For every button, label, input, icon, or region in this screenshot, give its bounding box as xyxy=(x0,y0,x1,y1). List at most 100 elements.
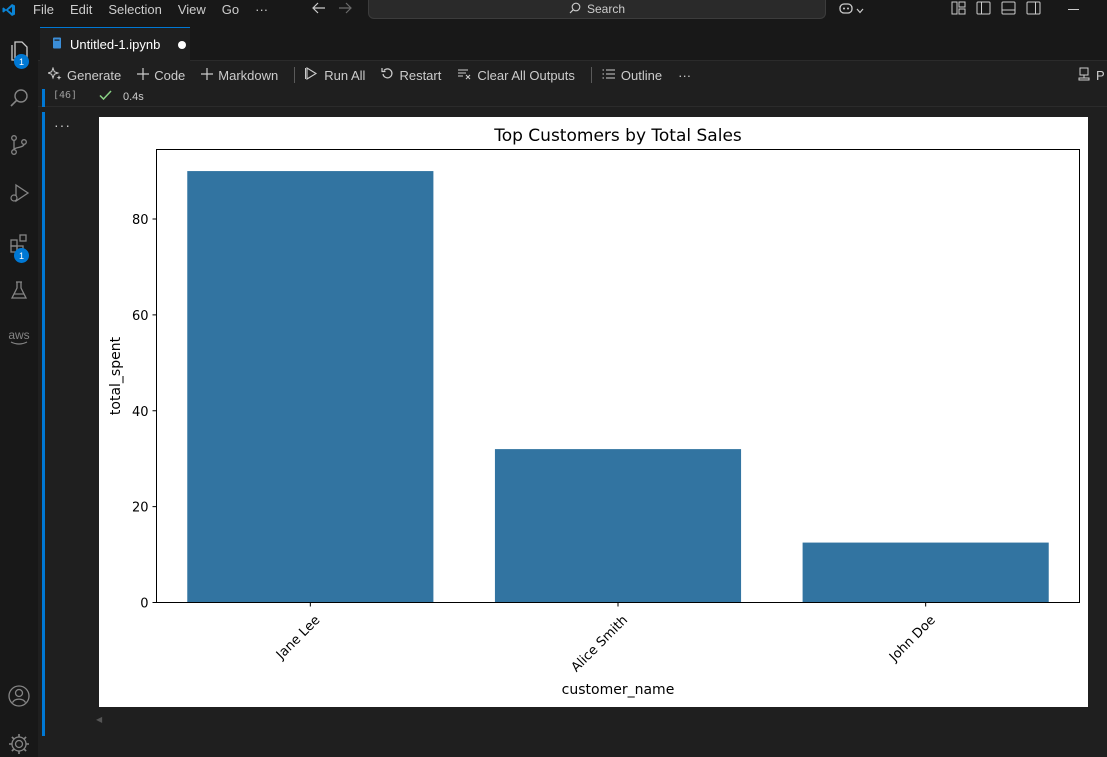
x-axis-ticks: Jane Lee Alice Smith John Doe xyxy=(273,602,939,675)
y-tick-label: 0 xyxy=(140,597,148,612)
layout-controls xyxy=(951,1,1041,18)
horizontal-scroll-left-icon[interactable]: ◀ xyxy=(96,715,103,724)
menu-view[interactable]: View xyxy=(177,2,206,17)
copilot-menu[interactable] xyxy=(838,1,864,18)
explorer-button[interactable]: 1 xyxy=(0,31,38,71)
restart-button[interactable]: Restart xyxy=(381,67,449,83)
search-icon xyxy=(569,2,581,17)
x-tick-label: Jane Lee xyxy=(273,613,323,663)
tab-untitled-notebook[interactable]: Untitled-1.ipynb xyxy=(40,27,190,61)
bar-john-doe xyxy=(802,542,1049,603)
extensions-badge: 1 xyxy=(14,248,29,263)
clear-all-outputs-button[interactable]: Clear All Outputs xyxy=(457,68,583,83)
menu-edit[interactable]: Edit xyxy=(69,2,93,17)
outline-button[interactable]: Outline xyxy=(602,68,670,83)
execution-duration: 0.4s xyxy=(123,91,144,103)
outline-label: Outline xyxy=(620,67,663,83)
bar-jane-lee xyxy=(187,171,434,603)
extensions-button[interactable]: 1 xyxy=(0,224,38,264)
clear-all-icon xyxy=(457,68,472,83)
unsaved-indicator[interactable] xyxy=(178,40,187,49)
testing-button[interactable] xyxy=(0,271,38,311)
notebook-toolbar: Generate Code Markdown Run All Restart xyxy=(38,63,1107,87)
notebook-editor: Untitled-1.ipynb Generate Code Markdown xyxy=(38,19,1107,757)
toolbar-divider xyxy=(294,67,296,83)
notebook-file-icon xyxy=(52,37,62,52)
minimize-window-button[interactable] xyxy=(1068,9,1079,10)
output-focus-indicator xyxy=(42,112,45,736)
check-icon xyxy=(99,89,112,104)
source-control-button[interactable] xyxy=(0,126,38,166)
aws-icon: aws xyxy=(8,327,30,346)
tab-bar: Untitled-1.ipynb xyxy=(38,19,1107,61)
kernel-label: P xyxy=(1096,67,1105,83)
accounts-button[interactable] xyxy=(0,677,38,717)
y-tick-label: 80 xyxy=(132,213,149,228)
add-code-cell-button[interactable]: Code xyxy=(137,67,193,83)
run-all-button[interactable]: Run All xyxy=(305,67,373,83)
account-icon xyxy=(7,684,31,711)
x-tick-label: John Doe xyxy=(886,613,939,666)
chevron-down-icon xyxy=(856,2,864,17)
manage-button[interactable] xyxy=(0,725,38,757)
title-bar: File Edit Selection View Go ··· Search xyxy=(0,0,1107,19)
cell-focus-indicator xyxy=(42,89,45,107)
execution-count: [46] xyxy=(53,90,78,101)
y-tick-label: 40 xyxy=(132,405,149,420)
menu-more[interactable]: ··· xyxy=(255,2,269,17)
bars-group xyxy=(187,171,1049,603)
explorer-badge: 1 xyxy=(14,54,29,69)
tab-filename: Untitled-1.ipynb xyxy=(70,37,161,52)
x-axis-label: customer_name xyxy=(562,682,675,698)
more-actions-button[interactable]: ··· xyxy=(678,67,692,83)
customize-layout-icon[interactable] xyxy=(951,1,966,18)
run-all-label: Run All xyxy=(324,67,366,83)
magnifier-icon xyxy=(8,87,30,112)
aws-button[interactable]: aws xyxy=(0,317,38,357)
y-axis-ticks: 0 20 40 60 80 xyxy=(132,213,157,612)
x-tick-label: Alice Smith xyxy=(569,613,631,675)
run-debug-icon xyxy=(8,182,30,207)
chart-title: Top Customers by Total Sales xyxy=(493,126,742,146)
menu-file[interactable]: File xyxy=(33,2,54,17)
generate-label: Generate xyxy=(67,67,122,83)
gear-icon xyxy=(7,732,31,757)
kernel-picker[interactable]: P xyxy=(1078,63,1105,87)
y-tick-label: 20 xyxy=(132,501,149,516)
sparkle-icon xyxy=(46,65,62,84)
search-view-button[interactable] xyxy=(0,79,38,119)
menu-bar: File Edit Selection View Go ··· xyxy=(18,0,276,19)
search-label: Search xyxy=(586,2,626,16)
clear-outputs-label: Clear All Outputs xyxy=(477,67,575,83)
plot-frame xyxy=(156,149,1080,603)
markdown-label: Markdown xyxy=(218,67,279,83)
back-arrow-icon[interactable] xyxy=(312,2,326,17)
toggle-secondary-sidebar-icon[interactable] xyxy=(1026,1,1041,18)
add-markdown-cell-button[interactable]: Markdown xyxy=(201,67,286,83)
bar-alice-smith xyxy=(494,449,742,603)
list-icon xyxy=(602,68,616,83)
aws-label: aws xyxy=(8,327,30,342)
run-debug-button[interactable] xyxy=(0,174,38,214)
toggle-primary-sidebar-icon[interactable] xyxy=(976,1,991,18)
output-more-actions[interactable]: ··· xyxy=(54,117,71,133)
plus-icon xyxy=(201,67,214,83)
cell-output: Top Customers by Total Sales 0 20 40 60 80 J… xyxy=(99,117,1088,707)
menu-go[interactable]: Go xyxy=(221,2,240,17)
navigation-arrows xyxy=(312,0,352,19)
copilot-icon xyxy=(838,1,854,18)
forward-arrow-icon[interactable] xyxy=(338,2,352,17)
toggle-panel-icon[interactable] xyxy=(1001,1,1016,18)
restart-label: Restart xyxy=(399,67,442,83)
command-center-search[interactable]: Search xyxy=(368,0,826,19)
vscode-logo-icon[interactable] xyxy=(0,0,18,19)
y-axis-label: total_spent xyxy=(108,336,124,415)
menu-selection[interactable]: Selection xyxy=(108,2,162,17)
toolbar-divider xyxy=(590,67,592,83)
flask-icon xyxy=(8,279,30,304)
kernel-icon xyxy=(1078,67,1090,84)
restart-icon xyxy=(381,67,394,83)
y-tick-label: 60 xyxy=(132,309,149,324)
generate-button[interactable]: Generate xyxy=(46,65,129,84)
cell-status-bar: [46] 0.4s xyxy=(38,89,1107,107)
